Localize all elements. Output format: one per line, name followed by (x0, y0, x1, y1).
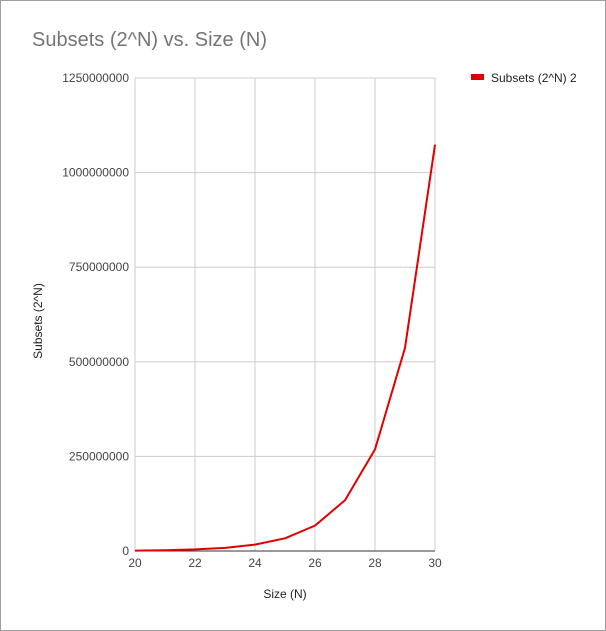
legend-swatch (471, 74, 484, 80)
legend-label: Subsets (2^N) 2 (491, 71, 577, 85)
y-tick-labels: 0 250000000 500000000 750000000 1000000000 12… (62, 71, 129, 558)
gridlines (134, 77, 436, 551)
y-tick-label: 1250000000 (62, 71, 129, 85)
x-tick-label: 26 (308, 556, 322, 570)
x-tick-label: 28 (368, 556, 382, 570)
y-tick-label: 250000000 (69, 449, 129, 463)
legend: Subsets (2^N) 2 (471, 71, 577, 85)
series-lines (134, 144, 436, 552)
y-tick-label: 1000000000 (62, 166, 129, 180)
x-tick-label: 30 (428, 556, 442, 570)
x-tick-label: 22 (188, 556, 202, 570)
chart-title: Subsets (2^N) vs. Size (N) (32, 29, 267, 51)
series-line (134, 144, 436, 552)
x-axis-title: Size (N) (263, 587, 306, 601)
x-tick-label: 24 (248, 556, 262, 570)
y-tick-label: 0 (122, 544, 129, 558)
y-axis-title: Subsets (2^N) (31, 283, 45, 359)
x-tick-labels: 20 22 24 26 28 30 (128, 556, 442, 570)
y-tick-label: 750000000 (69, 260, 129, 274)
x-tick-label: 20 (128, 556, 142, 570)
y-tick-label: 500000000 (69, 355, 129, 369)
